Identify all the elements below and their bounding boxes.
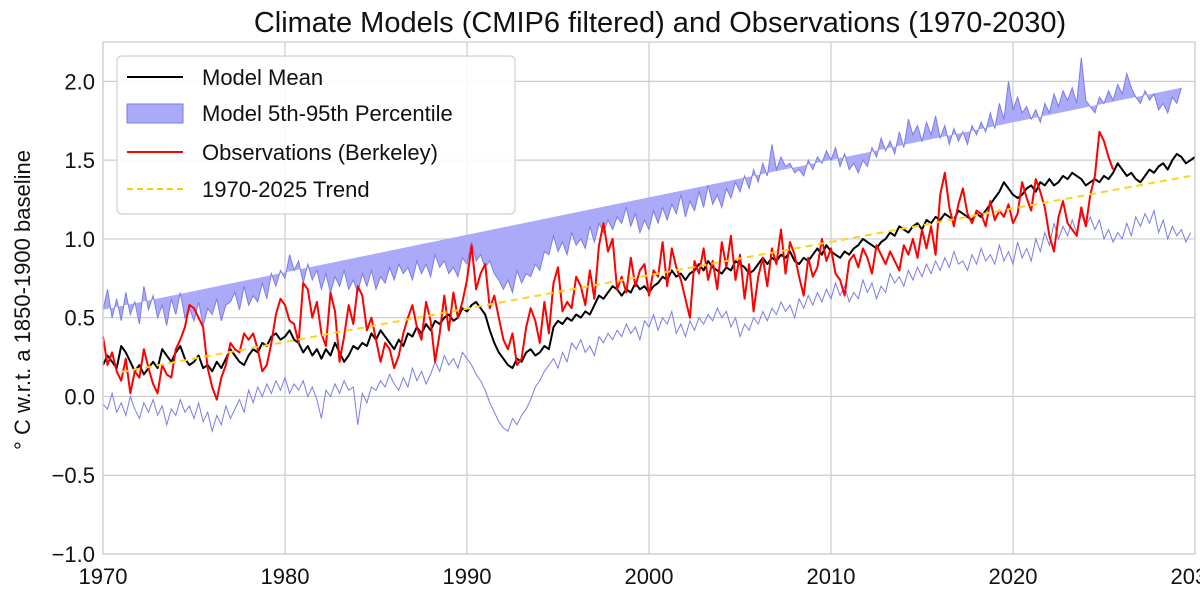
x-tick-label: 1990 xyxy=(443,564,492,589)
legend-swatch-percentile xyxy=(126,103,184,124)
x-tick-label: 2020 xyxy=(989,564,1038,589)
x-axis-ticks: 1970 1980 1990 2000 2010 2020 2030 xyxy=(79,564,1200,589)
legend-label-observations: Observations (Berkeley) xyxy=(202,140,438,165)
observations-line xyxy=(102,130,1115,401)
y-tick-label: 2.0 xyxy=(64,69,95,94)
series-lines xyxy=(102,130,1196,401)
x-tick-label: 1980 xyxy=(261,564,310,589)
x-tick-label: 2000 xyxy=(625,564,674,589)
legend-label-percentile: Model 5th-95th Percentile xyxy=(202,101,453,126)
trend-line xyxy=(121,174,1196,373)
percentile-band-upper-edge xyxy=(102,57,1182,326)
x-tick-label: 1970 xyxy=(79,564,128,589)
legend: Model Mean Model 5th-95th Percentile Obs… xyxy=(116,55,516,215)
y-tick-label: −0.5 xyxy=(52,463,95,488)
x-tick-label: 2030 xyxy=(1171,564,1200,589)
legend-label-trend: 1970-2025 Trend xyxy=(202,177,370,202)
legend-box xyxy=(116,55,516,215)
percentile-band-fill xyxy=(103,57,1182,326)
percentile-band xyxy=(102,57,1191,434)
legend-label-model-mean: Model Mean xyxy=(202,65,323,90)
percentile-band-lower-edge xyxy=(102,208,1191,434)
chart-title: Climate Models (CMIP6 filtered) and Obse… xyxy=(254,7,1066,39)
grid xyxy=(102,42,1196,555)
y-axis-ticks: −1.0 −0.5 0.0 0.5 1.0 1.5 2.0 xyxy=(52,69,95,567)
y-tick-label: 0.0 xyxy=(64,384,95,409)
x-tick-label: 2010 xyxy=(807,564,856,589)
y-tick-label: −1.0 xyxy=(52,542,95,567)
y-tick-label: 0.5 xyxy=(64,306,95,331)
axes-frame xyxy=(102,41,1196,555)
y-tick-label: 1.5 xyxy=(64,148,95,173)
y-axis-label: ° C w.r.t. a 1850-1900 baseline xyxy=(10,150,35,450)
y-tick-label: 1.0 xyxy=(64,227,95,252)
